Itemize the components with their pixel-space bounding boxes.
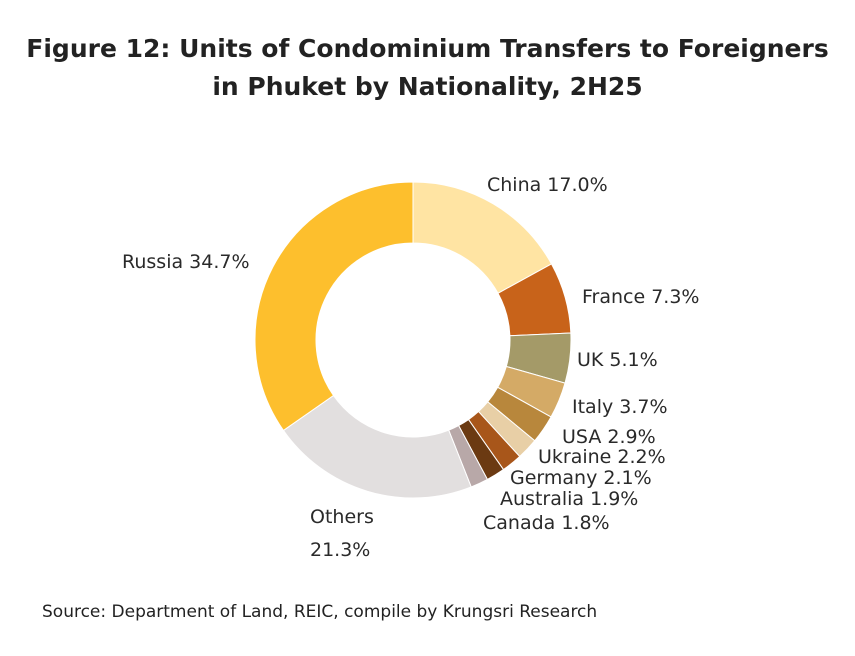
- label-australia: Australia 1.9%: [500, 488, 638, 510]
- label-canada: Canada 1.8%: [483, 512, 610, 534]
- label-usa: USA 2.9%: [562, 426, 656, 448]
- slice-russia: [254, 181, 414, 432]
- chart-title: Figure 12: Units of Condominium Transfer…: [0, 30, 855, 106]
- slice-labels: China 17.0% France 7.3% UK 5.1% Italy 3.…: [122, 174, 700, 561]
- label-ukraine: Ukraine 2.2%: [538, 446, 666, 468]
- label-others-value: 21.3%: [310, 539, 370, 561]
- label-others-name: Others: [310, 506, 374, 528]
- chart-title-line-2: in Phuket by Nationality, 2H25: [212, 72, 643, 101]
- label-germany: Germany 2.1%: [510, 467, 652, 489]
- slice-others: [282, 394, 472, 499]
- source-note: Source: Department of Land, REIC, compil…: [42, 602, 598, 622]
- label-italy: Italy 3.7%: [572, 396, 668, 418]
- label-russia: Russia 34.7%: [122, 251, 250, 273]
- donut-slices: [254, 181, 572, 499]
- label-uk: UK 5.1%: [577, 349, 658, 371]
- chart-title-line-1: Figure 12: Units of Condominium Transfer…: [26, 34, 829, 63]
- label-france: France 7.3%: [582, 286, 700, 308]
- label-china: China 17.0%: [487, 174, 608, 196]
